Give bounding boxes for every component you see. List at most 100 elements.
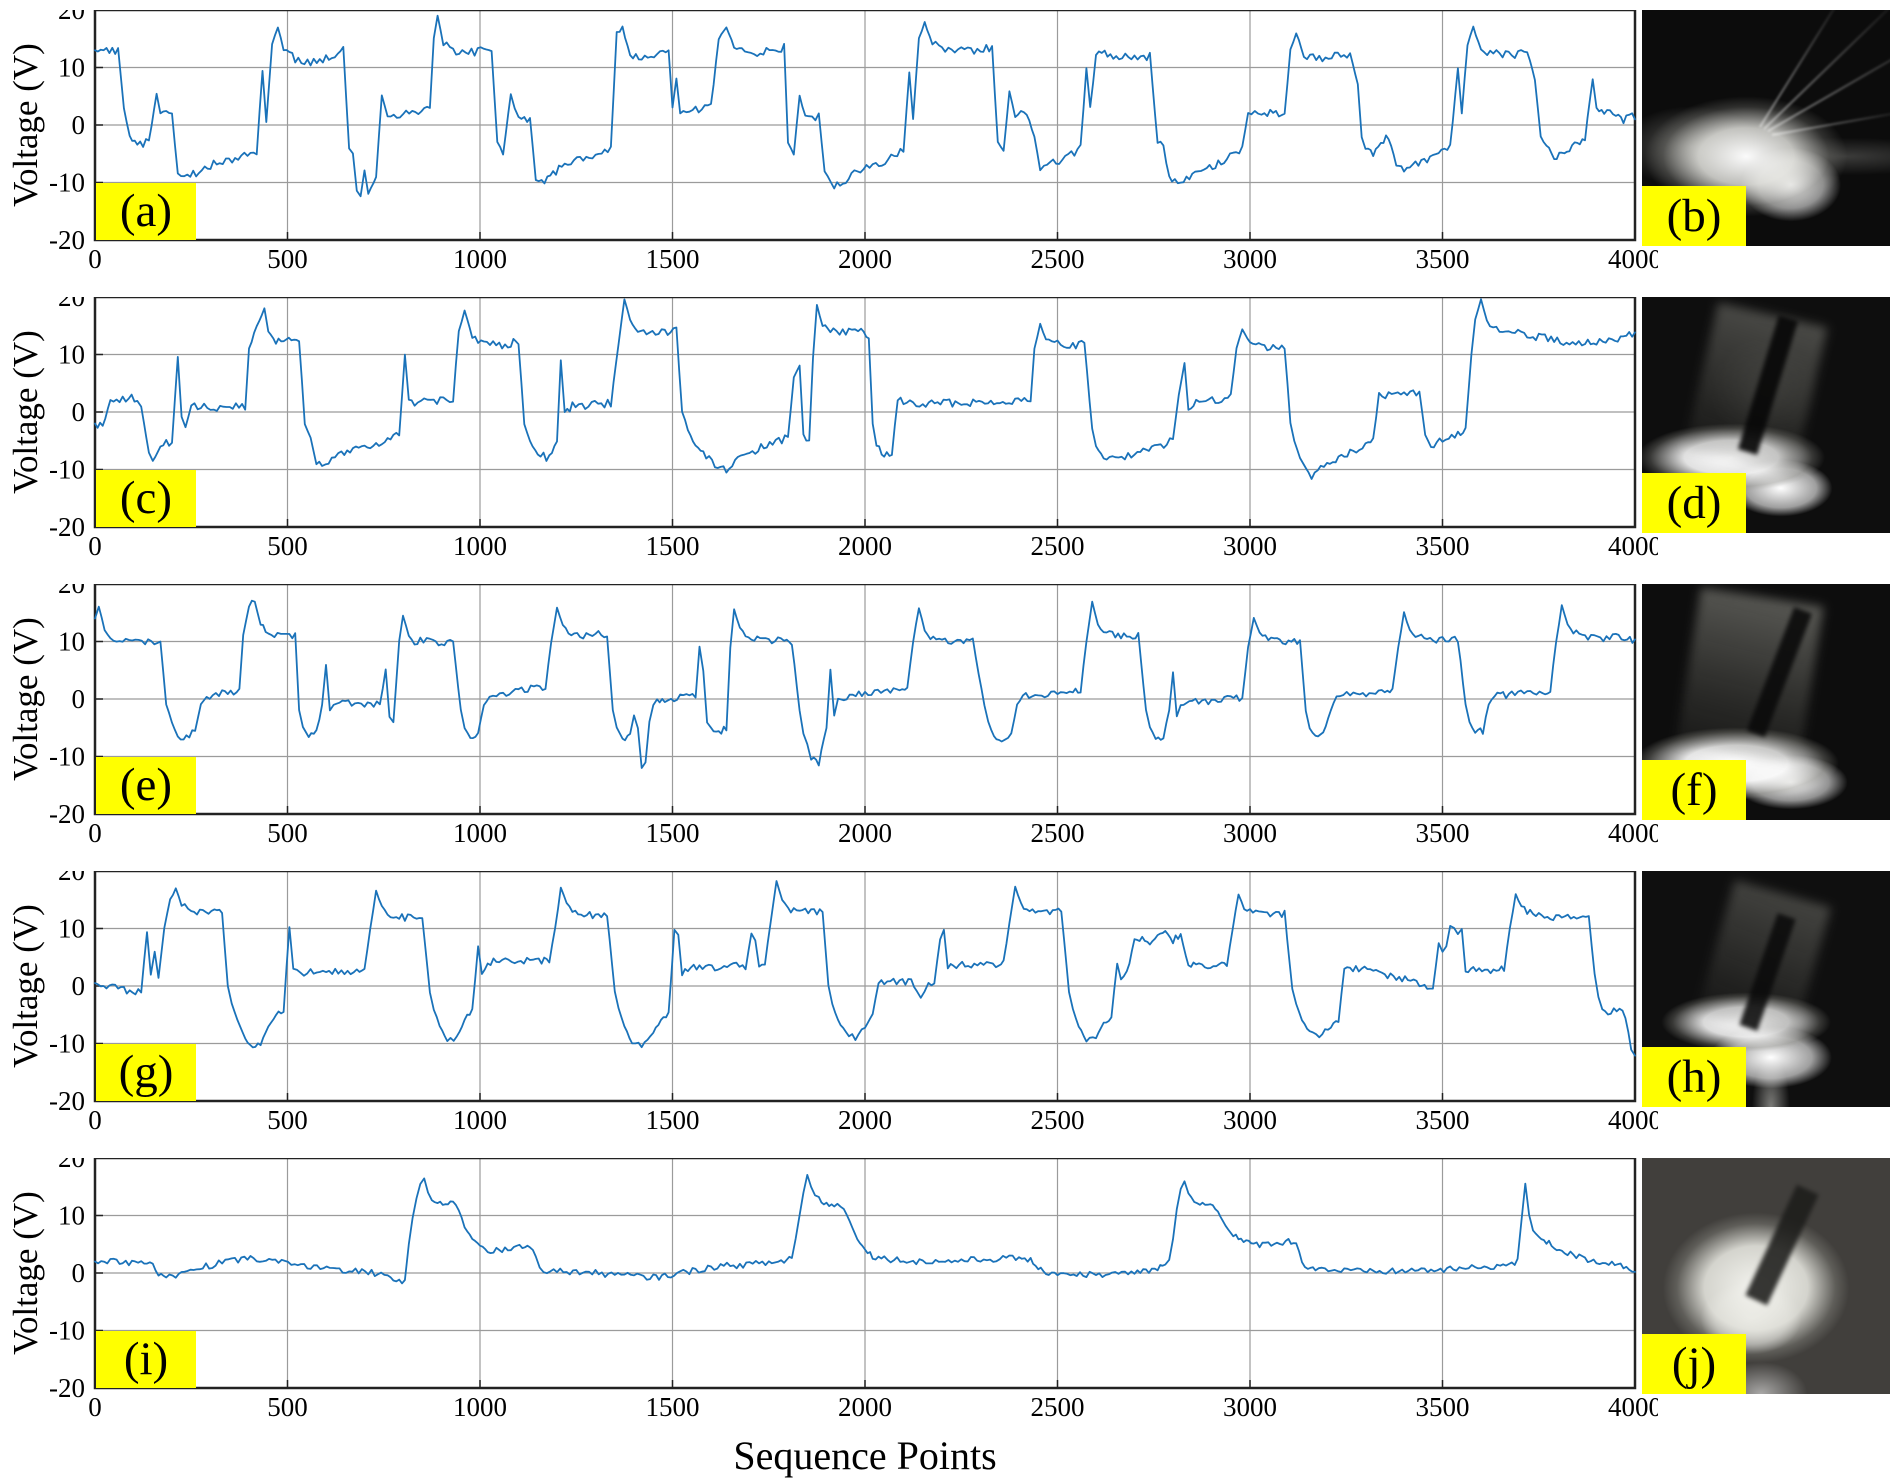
x-tick-label: 4000 [1608,818,1658,848]
y-tick-label: 10 [58,627,85,657]
y-tick-label: -10 [49,455,85,485]
image-label-b: (b) [1642,186,1746,246]
plot-label-a: (a) [96,183,196,240]
x-tick-label: 2500 [1031,244,1085,274]
x-tick-label: 500 [267,244,308,274]
spatter-streak [1759,10,1841,128]
voltage-plot-g: 0 500 1000 1500 2000 2500 3000 3500 4000 -20 -10 0 1… [49,871,1658,1135]
weld-image-d: (d) [1642,297,1890,533]
x-tick-label: 2500 [1031,1105,1085,1135]
y-tick-label: -10 [49,742,85,772]
x-tick-label: 3500 [1416,244,1470,274]
x-tick-label: 4000 [1608,1105,1658,1135]
y-tick-label: -20 [49,512,85,542]
plot-label-g: (g) [96,1044,196,1101]
voltage-waveform-trace [94,298,1636,480]
y-tick-label: 20 [58,297,85,312]
x-tick-label: 1500 [646,818,700,848]
voltage-plot-a: 0 500 1000 1500 2000 2500 3000 3500 4000 -20 -10 0 1… [49,10,1658,274]
x-tick-label: 2500 [1031,818,1085,848]
voltage-plot-e: 0 500 1000 1500 2000 2500 3000 3500 4000 -20 -10 0 1… [49,584,1658,848]
y-tick-label: 0 [72,397,86,427]
y-tick-label: -20 [49,1373,85,1403]
x-tick-label: 1500 [646,531,700,561]
plot-label-c: (c) [96,470,196,527]
plot-label-i: (i) [96,1331,196,1388]
x-tick-label: 2000 [838,818,892,848]
x-tick-label: 3000 [1223,1392,1277,1422]
x-tick-label: 3500 [1416,818,1470,848]
x-tick-label: 3500 [1416,531,1470,561]
electrode-wire [1745,1184,1819,1306]
x-tick-label: 500 [267,1392,308,1422]
y-tick-label: 20 [58,584,85,599]
y-tick-label: 0 [72,684,86,714]
x-tick-label: 1000 [453,818,507,848]
x-tick-label: 0 [88,244,102,274]
x-tick-label: 3000 [1223,244,1277,274]
x-tick-label: 3500 [1416,1392,1470,1422]
y-tick-label: 20 [58,10,85,25]
x-tick-label: 4000 [1608,531,1658,561]
y-tick-label: 10 [58,340,85,370]
voltage-waveform-trace [94,1174,1636,1285]
x-tick-label: 4000 [1608,244,1658,274]
x-tick-label: 0 [88,1105,102,1135]
spatter-streak [1771,111,1890,136]
y-tick-label: -10 [49,168,85,198]
x-tick-label: 4000 [1608,1392,1658,1422]
weld-image-b: (b) [1642,10,1890,246]
x-tick-label: 0 [88,531,102,561]
y-tick-label: -10 [49,1316,85,1346]
x-tick-label: 3500 [1416,1105,1470,1135]
x-tick-label: 2000 [838,244,892,274]
x-tick-label: 2000 [838,1392,892,1422]
y-tick-label: -20 [49,1086,85,1116]
image-label-j: (j) [1642,1334,1746,1394]
y-tick-label: -20 [49,799,85,829]
y-tick-label: 10 [58,914,85,944]
weld-image-h: (h) [1642,871,1890,1107]
x-tick-label: 3000 [1223,1105,1277,1135]
x-tick-label: 1500 [646,1105,700,1135]
weld-image-j: (j) [1642,1158,1890,1394]
y-tick-label: 0 [72,971,86,1001]
x-tick-label: 3000 [1223,531,1277,561]
x-tick-label: 1000 [453,244,507,274]
voltage-waveform-trace [94,14,1636,198]
voltage-plot-i: 0 500 1000 1500 2000 2500 3000 3500 4000 -20 -10 0 1… [49,1158,1658,1422]
x-tick-label: 1000 [453,1392,507,1422]
x-tick-label: 0 [88,1392,102,1422]
y-tick-label: 20 [58,1158,85,1173]
x-tick-label: 1500 [646,1392,700,1422]
x-tick-label: 500 [267,1105,308,1135]
x-tick-label: 0 [88,818,102,848]
x-tick-label: 1000 [453,531,507,561]
x-tick-label: 2500 [1031,531,1085,561]
x-tick-label: 500 [267,531,308,561]
voltage-waveform-trace [94,599,1636,769]
x-tick-label: 500 [267,818,308,848]
x-tick-label: 2500 [1031,1392,1085,1422]
y-tick-label: -20 [49,225,85,255]
image-label-d: (d) [1642,473,1746,533]
y-tick-label: 0 [72,1258,86,1288]
y-tick-label: 20 [58,871,85,886]
voltage-plot-c: 0 500 1000 1500 2000 2500 3000 3500 4000 -20 -10 0 1… [49,297,1658,561]
image-label-f: (f) [1642,760,1746,820]
x-tick-label: 3000 [1223,818,1277,848]
y-tick-label: 10 [58,1201,85,1231]
image-label-h: (h) [1642,1047,1746,1107]
weld-image-f: (f) [1642,584,1890,820]
voltage-waveform-trace [94,880,1636,1057]
plot-label-e: (e) [96,757,196,814]
y-tick-label: 10 [58,53,85,83]
x-tick-label: 2000 [838,1105,892,1135]
x-axis-label: Sequence Points [733,1433,997,1478]
x-tick-label: 1500 [646,244,700,274]
y-tick-label: -10 [49,1029,85,1059]
x-tick-label: 2000 [838,531,892,561]
x-tick-label: 1000 [453,1105,507,1135]
y-tick-label: 0 [72,110,86,140]
